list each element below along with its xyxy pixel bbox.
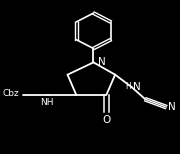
Text: N: N — [168, 102, 176, 112]
Text: N: N — [133, 82, 141, 92]
Text: NH: NH — [40, 98, 53, 107]
Text: Cbz: Cbz — [2, 89, 19, 98]
Text: N: N — [98, 57, 105, 67]
Text: H: H — [125, 82, 131, 91]
Text: O: O — [102, 115, 111, 125]
